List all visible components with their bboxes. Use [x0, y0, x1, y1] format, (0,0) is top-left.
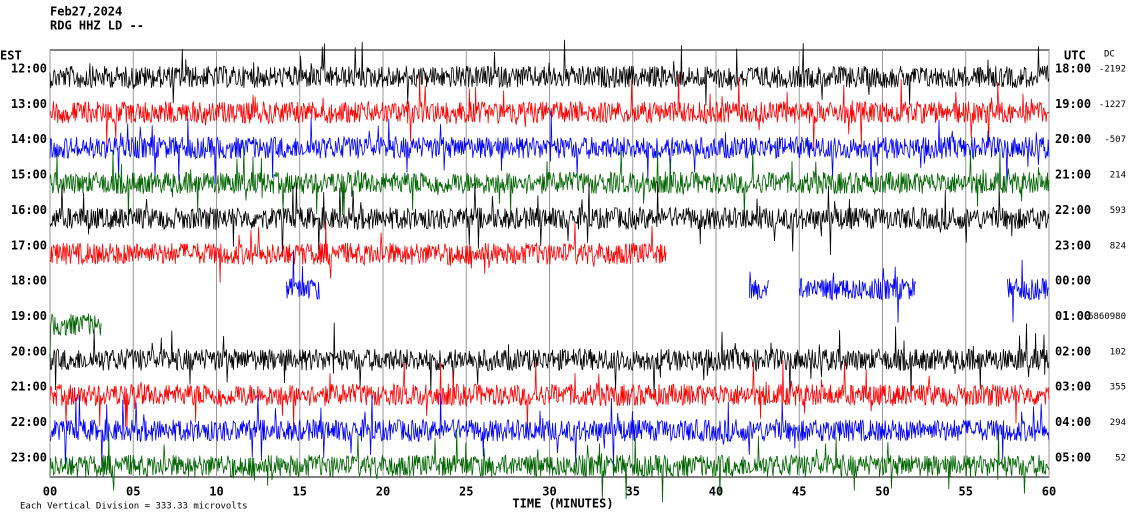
utc-label: 05:00 — [1055, 450, 1091, 464]
utc-label: 19:00 — [1055, 97, 1091, 111]
seismic-trace — [798, 266, 916, 323]
est-label: 17:00 — [11, 238, 47, 252]
x-tick-label: 45 — [792, 485, 806, 499]
est-label: 18:00 — [11, 274, 47, 288]
est-label: 13:00 — [11, 97, 47, 111]
est-label: 19:00 — [11, 309, 47, 323]
x-tick-label: 55 — [959, 485, 973, 499]
seismic-trace — [49, 428, 1050, 503]
est-label: 21:00 — [11, 380, 47, 394]
dc-label: 214 — [1110, 171, 1126, 181]
x-tick-label: 40 — [709, 485, 723, 499]
left-axis-label: EST — [0, 49, 22, 63]
est-label: 14:00 — [11, 132, 47, 146]
utc-label: 21:00 — [1055, 168, 1091, 182]
x-tick-label: 30 — [542, 485, 556, 499]
x-axis-label: TIME (MINUTES) — [512, 497, 613, 511]
x-tick-label: 25 — [459, 485, 473, 499]
est-label: 22:00 — [11, 415, 47, 429]
seismic-trace — [286, 251, 320, 300]
est-label: 15:00 — [11, 168, 47, 182]
dc-label: -1227 — [1099, 100, 1126, 110]
dc-label: DC — [1104, 50, 1115, 60]
seismic-trace — [49, 39, 1050, 106]
seismic-trace — [49, 360, 1050, 429]
seismic-trace — [748, 271, 769, 300]
dc-label: 294 — [1110, 418, 1126, 428]
utc-label: 23:00 — [1055, 238, 1091, 252]
est-label: 23:00 — [11, 450, 47, 464]
dc-label: -6860980 — [1083, 312, 1126, 322]
seismic-trace — [49, 393, 1050, 469]
dc-label: 824 — [1110, 241, 1126, 251]
dc-label: -2192 — [1099, 65, 1126, 75]
seismic-trace — [49, 322, 1050, 398]
header-date: Feb27,2024 — [50, 5, 122, 19]
est-label: 16:00 — [11, 203, 47, 217]
dc-label: 355 — [1110, 383, 1126, 393]
utc-label: 00:00 — [1055, 274, 1091, 288]
footnote: Each Vertical Division = 333.33 microvol… — [20, 502, 248, 512]
x-tick-label: 35 — [626, 485, 640, 499]
seismic-trace — [49, 110, 1050, 186]
est-label: 20:00 — [11, 344, 47, 358]
header-station: RDG HHZ LD -- — [50, 19, 144, 33]
x-tick-label: 60 — [1042, 485, 1056, 499]
x-tick-label: 15 — [293, 485, 307, 499]
est-label: 12:00 — [11, 62, 47, 76]
seismic-trace — [49, 221, 667, 283]
utc-label: 04:00 — [1055, 415, 1091, 429]
seismic-trace — [49, 312, 102, 361]
utc-label: 20:00 — [1055, 132, 1091, 146]
x-tick-label: 00 — [43, 485, 57, 499]
dc-label: 102 — [1110, 347, 1126, 357]
utc-label: 01:00 — [1055, 309, 1091, 323]
seismic-trace — [49, 74, 1050, 150]
x-tick-label: 10 — [209, 485, 223, 499]
dc-label: 52 — [1115, 453, 1126, 463]
x-tick-label: 05 — [126, 485, 140, 499]
utc-label: 03:00 — [1055, 380, 1091, 394]
utc-label: 02:00 — [1055, 344, 1091, 358]
utc-label: 22:00 — [1055, 203, 1091, 217]
x-tick-label: 50 — [875, 485, 889, 499]
seismic-trace — [49, 181, 1050, 257]
seismic-trace — [1007, 259, 1049, 323]
dc-label: 593 — [1110, 206, 1126, 216]
utc-label: 18:00 — [1055, 62, 1091, 76]
right-axis-label: UTC — [1064, 49, 1086, 63]
seismic-trace — [49, 146, 1050, 221]
dc-label: -507 — [1104, 135, 1126, 145]
x-tick-label: 20 — [376, 485, 390, 499]
